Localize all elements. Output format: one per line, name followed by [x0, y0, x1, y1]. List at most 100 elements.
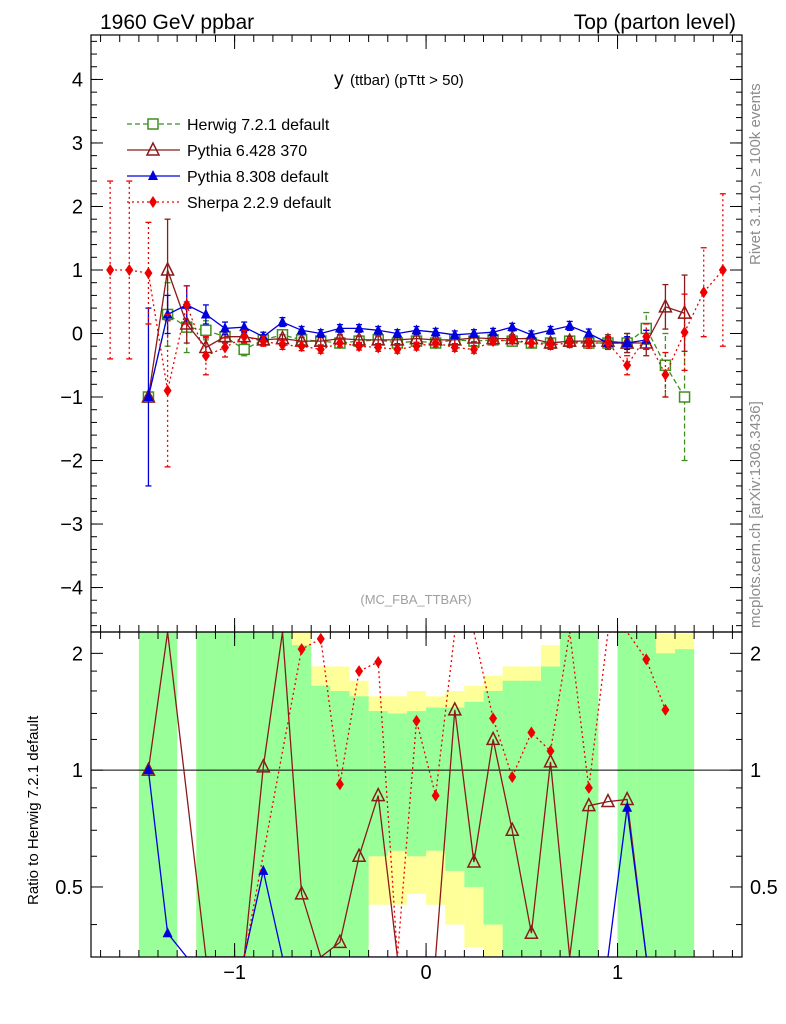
data-point	[239, 321, 250, 332]
legend-marker	[149, 196, 157, 208]
uncertainty-band-green	[158, 632, 178, 957]
uncertainty-band-green	[311, 685, 331, 957]
ratio-y-tick-label-right: 0.5	[750, 877, 778, 899]
data-point	[221, 341, 230, 354]
data-point	[334, 322, 345, 333]
rivet-label: Rivet 3.1.10, ≥ 100k events	[747, 83, 764, 265]
uncertainty-band-green	[138, 632, 159, 957]
ratio-series-group	[91, 632, 742, 957]
y-tick-label: 3	[72, 133, 83, 155]
uncertainty-band-green	[617, 632, 637, 957]
data-point	[315, 327, 326, 338]
ratio-point	[143, 764, 154, 775]
series-line	[110, 269, 724, 391]
y-tick-label: 2	[72, 196, 83, 218]
data-point	[296, 324, 307, 335]
data-point	[238, 343, 250, 356]
data-point	[316, 343, 325, 356]
uncertainty-band-green	[349, 696, 369, 957]
uncertainty-band-green	[502, 680, 522, 957]
data-point	[143, 391, 154, 402]
ratio-point	[332, 933, 348, 949]
uncertainty-band-green	[292, 645, 312, 957]
uncertainty-band-green	[579, 632, 599, 957]
ratio-point	[370, 786, 386, 802]
uncertainty-band-green	[521, 680, 541, 957]
data-point	[449, 328, 460, 339]
y-tick-label: −3	[60, 514, 83, 536]
ratio-point	[256, 758, 271, 773]
ratio-point	[162, 927, 173, 938]
data-point	[468, 327, 479, 338]
title: y (ttbar) (pTtt > 50)	[334, 69, 464, 90]
data-point	[603, 337, 612, 350]
uncertainty-band-green	[272, 632, 293, 957]
uncertainty-band-green	[540, 666, 561, 957]
data-point	[162, 308, 173, 319]
data-point	[125, 263, 134, 276]
legend-entry-2: Pythia 8.308 default	[127, 169, 329, 186]
ratio-plot-area	[91, 632, 742, 957]
ratio-point	[294, 885, 309, 900]
legend: Herwig 7.2.1 default Pythia 6.428 370 Pyth…	[127, 117, 332, 212]
legend-label: Pythia 6.428 370	[187, 143, 307, 160]
ratio-point	[489, 712, 498, 725]
legend-entry-0: Herwig 7.2.1 default	[127, 117, 330, 134]
data-point	[430, 326, 441, 337]
ratio-series-0	[141, 632, 647, 957]
data-point	[508, 333, 517, 346]
ratio-point	[546, 745, 555, 758]
data-point	[412, 340, 421, 353]
data-point	[240, 330, 249, 343]
ratio-point	[374, 655, 383, 668]
ratio-point	[508, 771, 517, 784]
data-point	[163, 384, 172, 397]
x-tick-label: 1	[612, 962, 623, 984]
data-point	[507, 321, 518, 332]
ratio-point	[447, 701, 463, 716]
data-point	[718, 263, 727, 276]
analysis-tag: (MC_FBA_TTBAR)	[360, 592, 471, 607]
data-point	[220, 322, 231, 333]
uncertainty-band-green	[636, 632, 656, 957]
y-tick-label: 4	[72, 69, 83, 91]
data-point	[335, 337, 344, 350]
y-tick-label: −4	[60, 578, 83, 600]
data-point	[179, 315, 194, 330]
series-2	[143, 285, 652, 487]
ratio-y-tick-label-left: 1	[72, 760, 83, 782]
legend-marker	[148, 170, 158, 180]
ratio-series-1	[143, 764, 647, 957]
title-sub: (ttbar) (pTtt > 50)	[350, 72, 464, 89]
legend-entry-1: Pythia 6.428 370	[127, 141, 307, 160]
ratio-point	[351, 847, 367, 862]
data-point	[527, 337, 536, 350]
axes: −4 −3 −2 −1 0 1 2 3 4 0.5 0.5 1 1 2 2 −1 0 1	[55, 34, 778, 984]
legend-marker	[147, 118, 159, 130]
data-point	[584, 337, 593, 350]
data-point	[642, 330, 651, 343]
data-point	[489, 335, 498, 348]
ratio-line	[205, 632, 667, 957]
data-point	[680, 326, 689, 339]
ratio-point	[412, 714, 421, 727]
ratio-point	[297, 643, 306, 656]
ratio-point	[642, 653, 651, 666]
ratio-series-2	[205, 632, 670, 957]
uncertainty-band-green	[368, 711, 388, 857]
legend-label: Herwig 7.2.1 default	[187, 117, 330, 134]
ratio-point	[258, 864, 269, 875]
data-point	[661, 368, 670, 381]
series-0	[142, 282, 691, 462]
uncertainty-band-green	[196, 632, 216, 957]
data-point	[678, 391, 691, 403]
uncertainty-band-green	[674, 649, 695, 957]
data-point	[469, 343, 478, 356]
header-right-label: Top (parton level)	[574, 11, 736, 34]
data-point	[200, 308, 211, 319]
ratio-y-tick-label-left: 0.5	[55, 877, 83, 899]
y-tick-label: −2	[60, 451, 83, 473]
data-point	[583, 327, 594, 338]
ratio-point	[316, 632, 325, 645]
